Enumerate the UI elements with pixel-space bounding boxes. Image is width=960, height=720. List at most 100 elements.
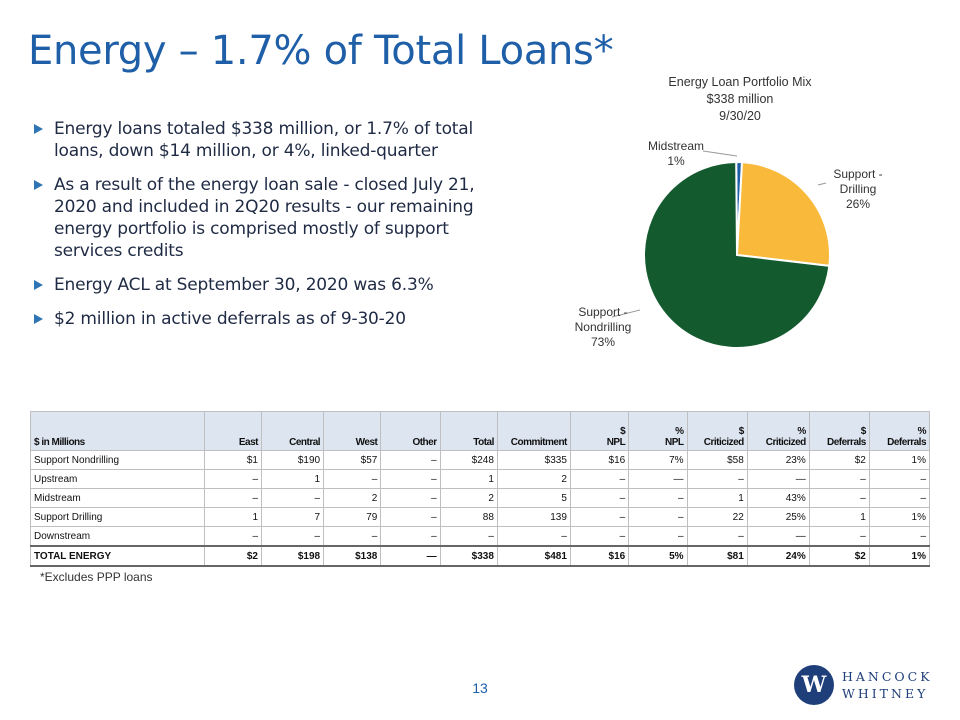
pie-label-name: Support - — [578, 305, 628, 319]
table-cell: 79 — [323, 507, 382, 527]
table-row: Support Drilling 1 7 79–88 139– –22 25% 1 1% — [29, 507, 931, 527]
table-cell: 1 — [808, 507, 870, 527]
table-body: Support Nondrilling $1 $190 $57– $248 $335 $16… — [29, 450, 931, 567]
column-header: East — [204, 411, 262, 451]
column-header: Other — [380, 411, 441, 451]
table-cell: – — [260, 526, 325, 547]
table-cell: $16 — [569, 545, 630, 567]
bullet-item: $2 million in active deferrals as of 9-3… — [34, 308, 514, 330]
table-cell: – — [808, 469, 870, 489]
table-cell: – — [628, 507, 688, 527]
table-cell: Downstream — [29, 526, 206, 547]
column-header: Total — [439, 411, 498, 451]
chart-title-line: Energy Loan Portfolio Mix — [668, 75, 812, 89]
table-cell: 1 — [439, 469, 498, 489]
logo-line: WHITNEY — [842, 686, 929, 701]
table-cell: $16 — [569, 450, 630, 470]
table-cell: – — [868, 469, 931, 489]
column-header: Commitment — [496, 411, 571, 451]
table-cell: – — [569, 488, 630, 508]
column-header-text: East — [238, 437, 259, 448]
table-cell: – — [204, 526, 262, 547]
table-cell: – — [808, 526, 870, 547]
table-cell: 2 — [439, 488, 498, 508]
table-cell: – — [380, 507, 441, 527]
hancock-whitney-logo: W HANCOCK WHITNEY — [794, 665, 954, 709]
table-cell: Midstream — [29, 488, 206, 508]
column-header-text: Central — [289, 437, 321, 448]
table-cell: – — [380, 450, 441, 470]
bullet-text: Energy loans totaled $338 million, or 1.… — [54, 119, 473, 161]
pie-slice — [735, 161, 744, 256]
column-header: % NPL — [628, 411, 688, 451]
table-cell: $138 — [323, 545, 382, 567]
table-cell: — — [380, 545, 441, 567]
pie-label-name: Midstream — [647, 139, 704, 153]
table-cell: $2 — [808, 450, 870, 470]
table-cell: — — [746, 469, 810, 489]
column-header-text: Other — [412, 437, 437, 448]
column-header-text: $ — [738, 426, 745, 437]
table-row: Upstream –1– –1 2– — – — – – — [29, 469, 931, 489]
table-cell: 23% — [746, 450, 810, 470]
column-header: $ in Millions — [29, 411, 206, 451]
column-header-text: Deferrals — [887, 437, 926, 448]
table-cell: 139 — [496, 507, 571, 527]
table-cell: – — [686, 526, 748, 547]
arrow-bullet-icon — [34, 180, 43, 190]
pie-label-name: Drilling — [839, 182, 877, 196]
table-cell: 24% — [746, 545, 810, 567]
column-header-text: NPL — [665, 437, 684, 448]
table-cell: $1 — [204, 450, 262, 470]
table-row: Downstream – – – – – – – – – — – – — [29, 526, 931, 547]
table-cell: $335 — [496, 450, 571, 470]
table-cell: $81 — [686, 545, 748, 567]
column-header: $ NPL — [569, 411, 630, 451]
bullet-text: $2 million in active deferrals as of 9-3… — [54, 309, 406, 329]
pie-slice — [735, 161, 831, 267]
table-cell: – — [496, 526, 571, 547]
table-cell: 7 — [260, 507, 325, 527]
column-header-text: % — [917, 426, 927, 437]
column-header: $ Deferrals — [808, 411, 870, 451]
column-header-text: Deferrals — [826, 437, 866, 448]
bullet-text: Energy ACL at September 30, 2020 was 6.3… — [54, 275, 434, 295]
column-header-text: NPL — [606, 437, 626, 448]
bullet-item: Energy ACL at September 30, 2020 was 6.3… — [34, 274, 514, 296]
pie-label-pct: 1% — [667, 154, 685, 168]
logo-line: HANCOCK — [842, 669, 933, 684]
table-cell: Upstream — [29, 469, 206, 489]
pie-label-support-drilling: Support - Drilling 26% — [818, 167, 898, 212]
footnote: *Excludes PPP loans — [40, 570, 153, 584]
table-cell: Support Drilling — [29, 507, 206, 527]
pie-label-support-nondrilling: Support - Nondrilling 73% — [560, 305, 646, 350]
table-cell: – — [569, 507, 630, 527]
table-cell: $481 — [496, 545, 571, 567]
pie-label-name: Support - — [833, 167, 883, 181]
arrow-bullet-icon — [34, 314, 43, 324]
table-cell: – — [204, 488, 262, 508]
table-cell: $248 — [439, 450, 498, 470]
pie-label-midstream: Midstream 1% — [636, 139, 716, 169]
table-cell: 5% — [628, 545, 688, 567]
bullet-text: As a result of the energy loan sale - cl… — [54, 175, 475, 261]
column-header-text: % — [797, 426, 806, 437]
table-cell: 1% — [868, 507, 931, 527]
table-cell: 7% — [628, 450, 688, 470]
table-cell: – — [628, 526, 688, 547]
column-header: % Criticized — [746, 411, 810, 451]
page-title: Energy – 1.7% of Total Loans* — [28, 28, 614, 74]
table-cell: 2 — [323, 488, 382, 508]
table-cell: – — [380, 469, 441, 489]
table-cell: 2 — [496, 469, 571, 489]
table-cell: 5 — [496, 488, 571, 508]
column-header-text: Commitment — [510, 437, 568, 448]
bullet-list: Energy loans totaled $338 million, or 1.… — [34, 118, 514, 342]
table-cell: – — [686, 469, 748, 489]
table-cell: – — [323, 469, 382, 489]
table-cell: – — [380, 488, 441, 508]
table-cell: 25% — [746, 507, 810, 527]
table-cell: 1% — [868, 545, 931, 567]
table-header-row: $ in Millions East Central West Other Total Co… — [29, 411, 931, 451]
table-cell: — — [746, 526, 810, 547]
